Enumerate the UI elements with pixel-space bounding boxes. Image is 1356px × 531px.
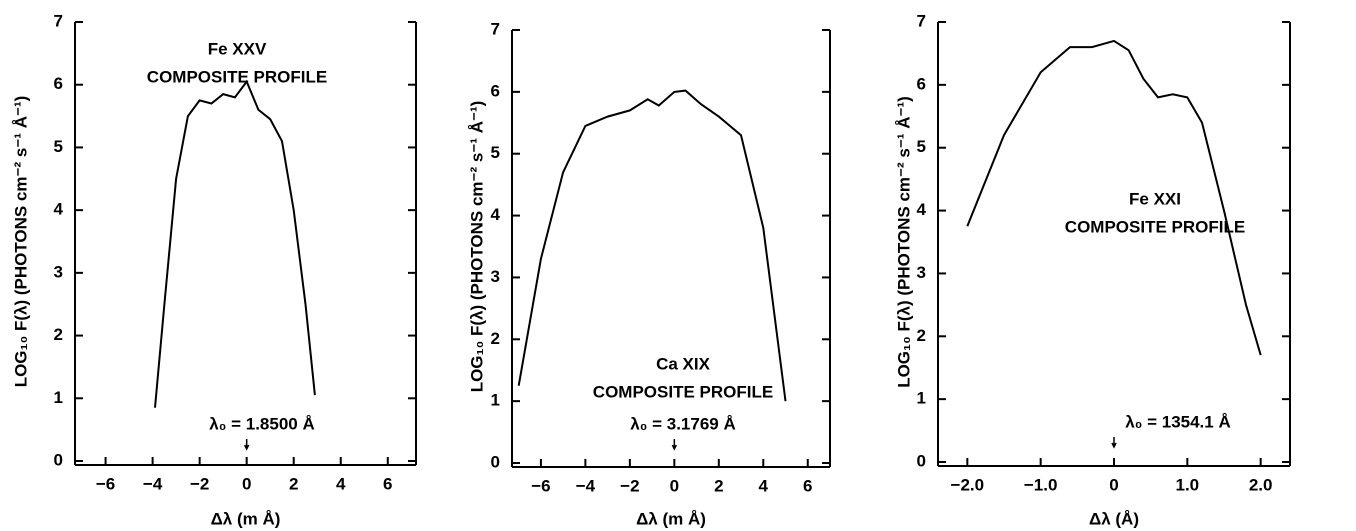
y-tick-label: 7	[491, 19, 500, 38]
x-tick-label: 6	[803, 476, 812, 495]
reference-arrow	[244, 439, 250, 451]
profile-line	[517, 89, 787, 402]
x-axis-label: Δλ (m Å)	[636, 509, 706, 528]
profile-line	[154, 79, 316, 408]
x-axis-label: Δλ (Å)	[1089, 509, 1139, 528]
x-tick-label: −2.0	[951, 475, 985, 494]
y-axis-label: LOG₁₀ F(λ) (PHOTONS cm⁻² s⁻¹ Å⁻¹)	[467, 101, 486, 393]
y-tick-label: 7	[54, 11, 63, 30]
y-tick-label: 2	[54, 325, 63, 344]
x-tick-label: 6	[383, 474, 392, 493]
x-tick-label: −2	[190, 474, 209, 493]
x-tick-label: −6	[96, 474, 115, 493]
x-tick-label: −2	[620, 476, 639, 495]
y-tick-label: 3	[491, 267, 500, 286]
x-tick-label: −4	[143, 474, 163, 493]
annotation: Fe XXI	[1129, 189, 1181, 208]
y-tick-label: 0	[917, 451, 926, 470]
x-tick-label: −1.0	[1024, 475, 1058, 494]
y-tick-label: 4	[54, 200, 64, 219]
reference-wavelength: λ₀ = 3.1769 Å	[630, 414, 736, 433]
x-tick-label: −6	[531, 476, 550, 495]
annotation: Fe XXV	[208, 39, 267, 58]
reference-arrow	[671, 439, 678, 451]
y-axis-label: LOG₁₀ F(λ) (PHOTONS cm⁻² s⁻¹ Å⁻¹)	[11, 96, 30, 388]
annotation: COMPOSITE PROFILE	[593, 382, 773, 401]
y-tick-label: 5	[54, 137, 63, 156]
profile-line	[966, 39, 1262, 356]
x-tick-label: 4	[336, 474, 346, 493]
y-tick-label: 7	[917, 11, 926, 30]
annotation: COMPOSITE PROFILE	[147, 67, 327, 86]
y-tick-label: 5	[491, 143, 500, 162]
x-tick-label: 0	[670, 476, 679, 495]
y-tick-label: 3	[54, 262, 63, 281]
x-tick-label: 2	[714, 476, 723, 495]
y-tick-label: 4	[917, 200, 927, 219]
y-tick-label: 1	[491, 391, 500, 410]
y-tick-label: 6	[917, 74, 926, 93]
x-tick-label: 4	[759, 476, 769, 495]
y-tick-label: 4	[491, 205, 501, 224]
y-tick-label: 2	[491, 329, 500, 348]
x-tick-label: −4	[576, 476, 596, 495]
annotation: COMPOSITE PROFILE	[1065, 217, 1245, 236]
x-tick-label: 0	[1109, 475, 1118, 494]
y-tick-label: 0	[54, 450, 63, 469]
y-tick-label: 3	[917, 263, 926, 282]
x-tick-label: 2.0	[1249, 475, 1273, 494]
x-tick-label: 2	[289, 474, 298, 493]
y-tick-label: 1	[917, 389, 926, 408]
y-tick-label: 6	[54, 74, 63, 93]
y-axis-label: LOG₁₀ F(λ) (PHOTONS cm⁻² s⁻¹ Å⁻¹)	[894, 96, 913, 388]
y-tick-label: 6	[491, 81, 500, 100]
y-tick-label: 0	[491, 452, 500, 471]
reference-wavelength: λ₀ = 1.8500 Å	[209, 414, 315, 433]
reference-arrow	[1111, 437, 1117, 449]
reference-wavelength: λ₀ = 1354.1 Å	[1125, 412, 1231, 431]
x-tick-label: 1.0	[1176, 475, 1200, 494]
y-tick-label: 5	[917, 137, 926, 156]
annotation: Ca XIX	[656, 354, 711, 373]
y-tick-label: 1	[54, 388, 63, 407]
x-axis-label: Δλ (m Å)	[211, 509, 281, 528]
y-tick-label: 2	[917, 326, 926, 345]
x-tick-label: 0	[242, 474, 251, 493]
